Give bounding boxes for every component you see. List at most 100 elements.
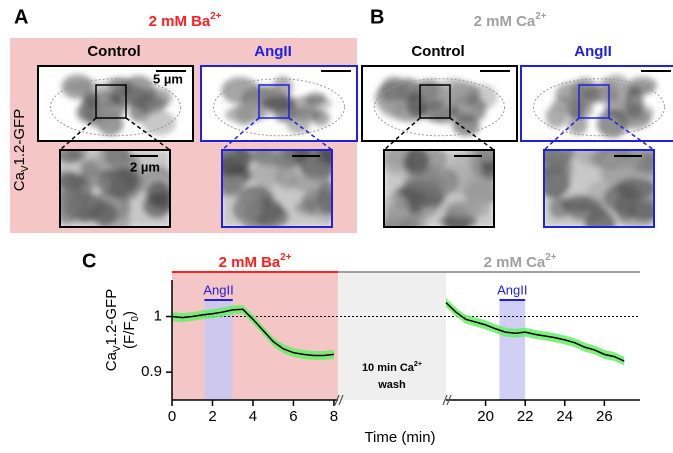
data-line: [171, 308, 335, 357]
zoom-line: [543, 117, 580, 151]
x-tick-label: 20: [477, 408, 494, 425]
y-tick-label: 0.9: [141, 363, 162, 380]
image-blob: [289, 174, 328, 192]
image-blob: [272, 76, 293, 98]
cell-outline: [373, 78, 506, 137]
side-label-part: Ca: [11, 171, 28, 191]
x-tick-label: 0: [168, 408, 176, 425]
image-blob: [275, 164, 299, 190]
image-texture: [222, 150, 332, 227]
zoom-box: [95, 84, 127, 119]
zoom-line: [221, 117, 260, 151]
image-blob: [60, 190, 84, 225]
treatment-label: AngII: [497, 282, 527, 297]
image-blob: [555, 81, 593, 107]
condition-label-part: 2+: [545, 252, 556, 263]
image-blob: [605, 150, 644, 168]
treatment-region: [499, 300, 526, 400]
x-tick-label: 26: [596, 408, 613, 425]
ba-region: [172, 272, 338, 400]
side-label-part: 1.2-GFP: [11, 109, 28, 166]
condition-label-part: 2 mM Ca: [474, 13, 536, 30]
y-axis-label-part: 1.2-GFP: [103, 289, 120, 346]
image-blob: [602, 74, 631, 106]
image-blob: [142, 110, 177, 136]
wash-label: 10 min Ca2+: [362, 360, 422, 374]
image-border: [59, 149, 171, 228]
image-blob: [89, 201, 118, 227]
panel-letter: B: [370, 6, 384, 28]
data-line: [445, 302, 625, 362]
image-blob: [404, 211, 428, 227]
zoom-box: [419, 84, 451, 119]
x-axis-label: Time (min): [364, 429, 435, 446]
image-blob: [452, 115, 480, 137]
image-blob: [565, 201, 608, 222]
image-blob: [614, 178, 654, 199]
axis-break: [442, 394, 448, 406]
image-blob: [616, 108, 652, 130]
image-blob: [416, 166, 460, 197]
image-blob: [406, 92, 426, 118]
y-axis-label: (F/F0): [121, 311, 141, 349]
y-tick-label: 1: [154, 307, 162, 324]
image-border: [221, 149, 333, 228]
condition-label-part: 2+: [280, 252, 291, 263]
axis-break: [446, 394, 452, 406]
image-blob: [384, 193, 410, 227]
image-blob: [60, 172, 87, 190]
y-axis-label-part: ): [121, 311, 138, 316]
zoom-line: [59, 117, 97, 151]
zoom-line: [449, 117, 495, 151]
wash-label-part: 10 min Ca: [362, 362, 415, 374]
image-texture: [544, 150, 654, 227]
condition-label-part: 2+: [210, 11, 221, 22]
x-tick-label: 6: [289, 408, 297, 425]
condition-label-part: 2 mM Ba: [149, 13, 211, 30]
scale-label: 2 µm: [130, 159, 160, 174]
side-label: CaV1.2-GFP: [11, 109, 31, 191]
image-blob: [257, 150, 295, 168]
wash-region: [338, 272, 446, 400]
image-blob: [546, 151, 573, 186]
image-border: [200, 65, 358, 142]
image-blob: [630, 197, 654, 221]
zoom-line: [125, 117, 171, 151]
image-blob: [304, 92, 327, 106]
image-blob: [222, 150, 252, 177]
side-label-part: V: [20, 165, 31, 172]
condition-label-part: 2+: [535, 11, 546, 22]
zoom-box: [258, 84, 290, 119]
zoom-line: [288, 117, 333, 151]
cell-outline: [49, 78, 182, 137]
cell-outline: [532, 78, 666, 137]
axis-break: [334, 394, 340, 406]
x-tick-label: 24: [556, 408, 573, 425]
condition-label-part: 2 mM Ca: [484, 254, 546, 271]
image-blob: [61, 74, 94, 100]
image-border: [383, 149, 495, 228]
wash-label: wash: [377, 379, 406, 391]
y-axis-label-part: Ca: [103, 351, 120, 371]
x-tick-label: 8: [330, 408, 338, 425]
x-tick-label: 2: [208, 408, 216, 425]
image-texture: [384, 150, 494, 227]
treatment-label: AngII: [574, 43, 612, 60]
image-blob: [573, 150, 616, 168]
y-axis-label-part: 0: [130, 315, 141, 321]
axis-break: [338, 394, 344, 406]
image-blob: [97, 167, 139, 198]
image-border: [37, 65, 194, 142]
image-blob: [233, 189, 264, 223]
image-blob: [319, 150, 332, 165]
image-blob: [464, 150, 494, 163]
condition-label: 2 mM Ba2+: [149, 11, 222, 30]
zoom-box: [578, 84, 610, 119]
image-blob: [437, 78, 471, 108]
image-blob: [402, 150, 430, 177]
image-blob: [251, 160, 283, 188]
cell-outline: [212, 78, 346, 137]
scale-label: 5 µm: [153, 71, 183, 86]
